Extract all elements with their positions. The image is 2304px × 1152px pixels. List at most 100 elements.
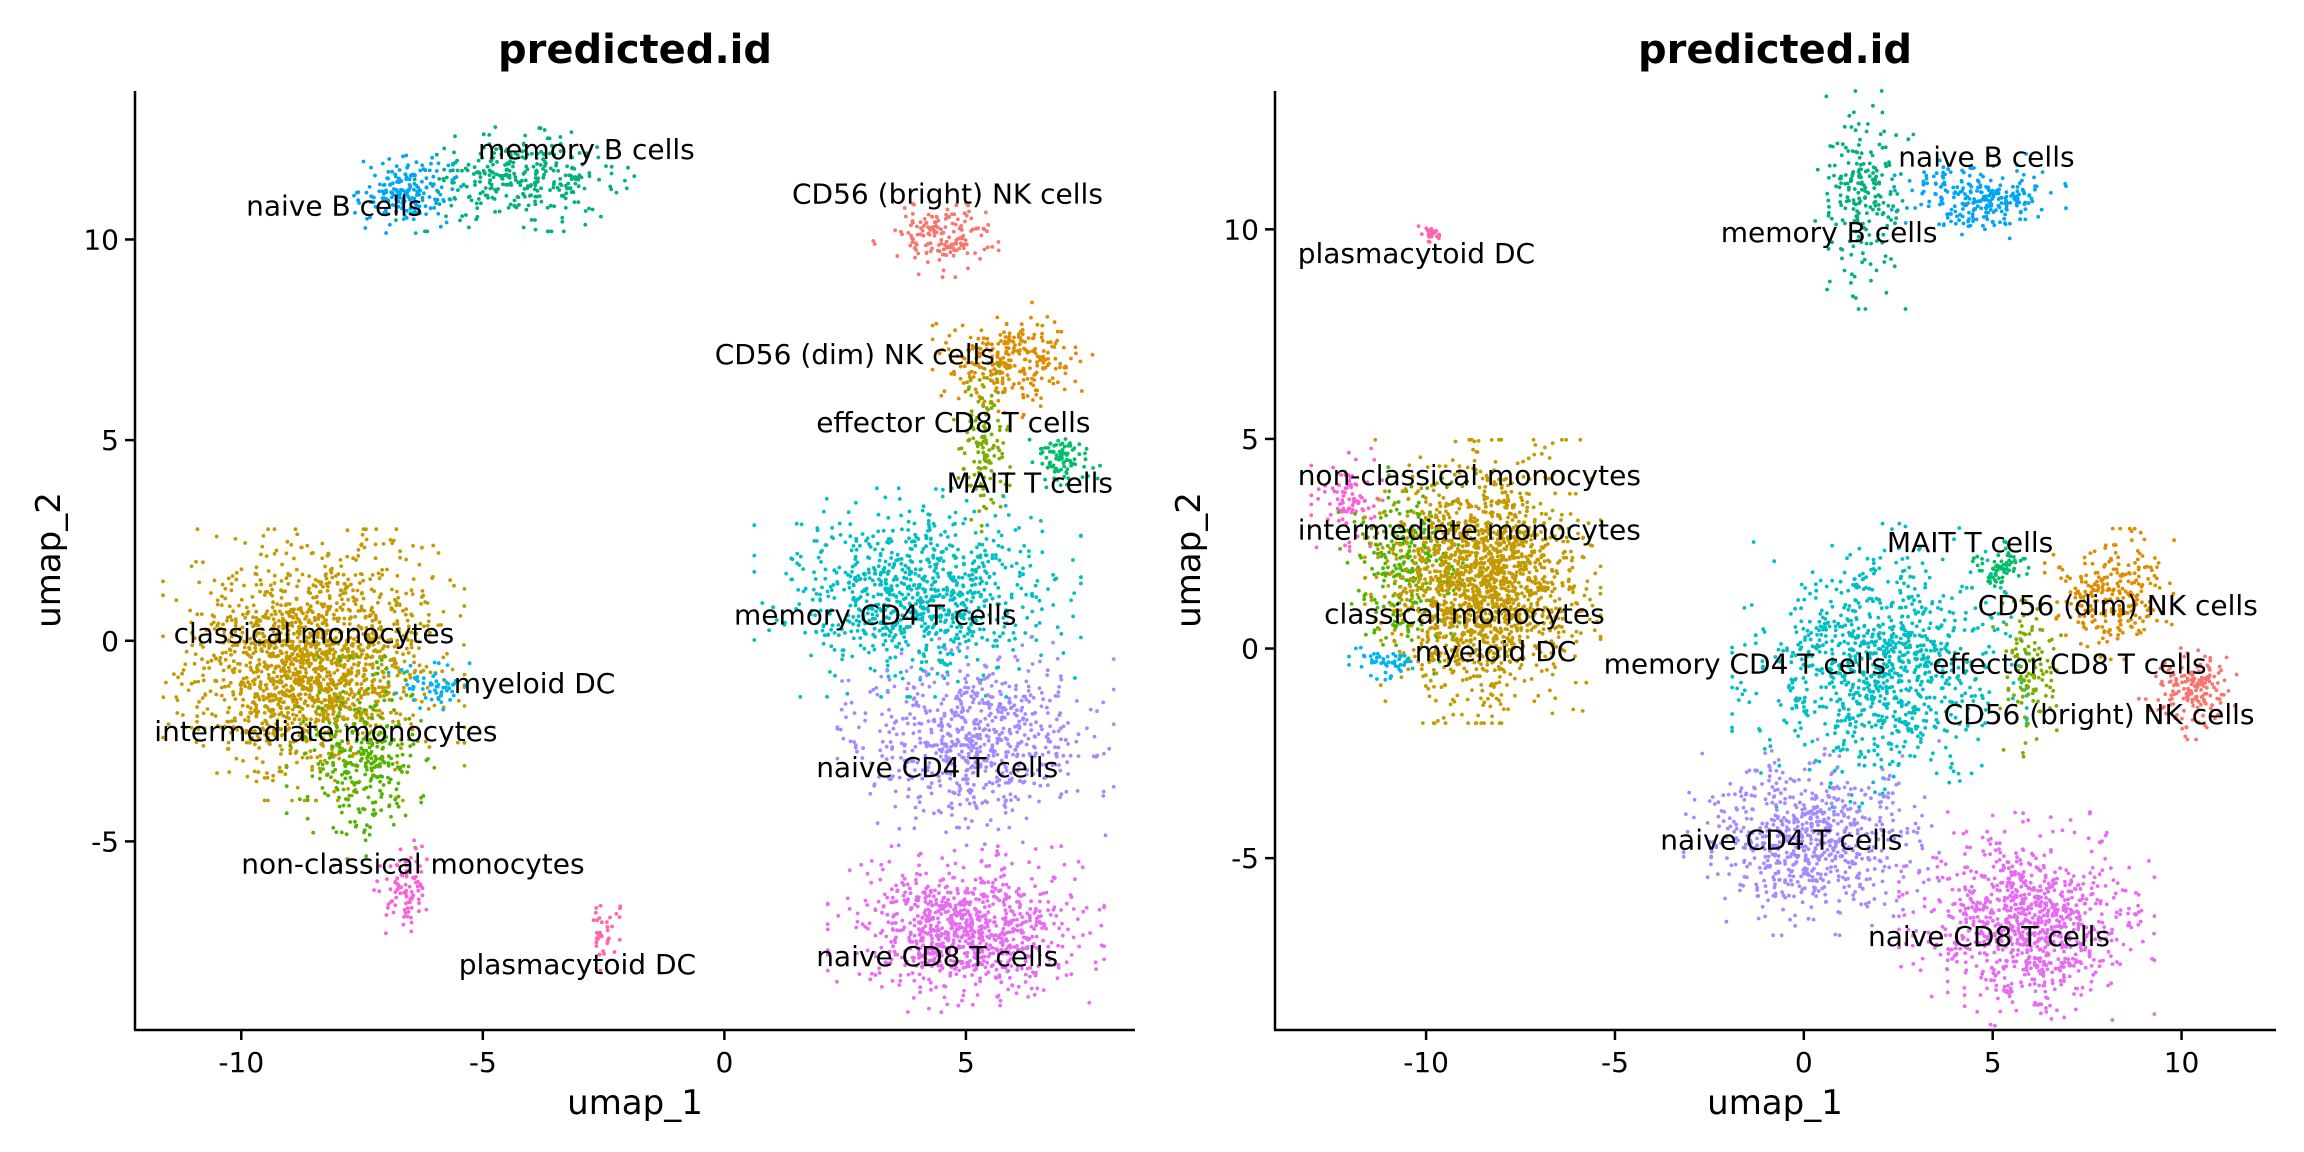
point: [348, 747, 353, 752]
point: [1022, 892, 1026, 897]
point: [546, 229, 551, 234]
point: [920, 682, 925, 687]
point: [318, 770, 323, 774]
point: [310, 768, 314, 772]
point: [383, 654, 388, 659]
point: [254, 572, 259, 577]
point: [995, 355, 1000, 359]
point: [1043, 365, 1048, 370]
point: [411, 577, 416, 581]
point: [290, 697, 295, 702]
point: [999, 360, 1004, 364]
point: [1074, 351, 1078, 356]
point: [380, 161, 385, 166]
point: [996, 390, 1000, 395]
point: [305, 798, 310, 802]
point: [297, 710, 302, 714]
point: [939, 720, 944, 725]
point: [963, 572, 967, 576]
point: [386, 902, 391, 907]
point: [420, 198, 425, 203]
point: [922, 654, 927, 659]
point: [381, 542, 386, 546]
point: [1000, 562, 1005, 567]
point: [365, 823, 369, 828]
point: [965, 251, 970, 256]
point: [951, 553, 956, 558]
point: [1066, 772, 1070, 776]
point: [397, 603, 402, 607]
point: [837, 565, 842, 570]
point: [954, 238, 959, 243]
point: [354, 823, 359, 828]
point: [232, 649, 237, 654]
point: [335, 787, 340, 792]
point: [958, 376, 963, 381]
point: [398, 549, 402, 554]
point: [333, 650, 338, 654]
point: [989, 393, 994, 398]
point: [910, 219, 915, 223]
point: [368, 784, 373, 789]
point: [1006, 358, 1011, 362]
point: [349, 666, 354, 670]
point: [450, 178, 455, 183]
point: [434, 201, 438, 206]
point: [1024, 816, 1029, 821]
point: [1046, 446, 1051, 450]
point: [583, 222, 588, 227]
point: [267, 695, 271, 699]
point: [956, 713, 961, 718]
point: [954, 203, 959, 208]
point: [877, 558, 882, 563]
point: [930, 337, 935, 342]
point: [501, 182, 505, 187]
point: [396, 190, 401, 195]
point: [577, 173, 582, 178]
point: [394, 164, 399, 169]
point: [974, 746, 979, 751]
point: [428, 683, 433, 687]
point: [329, 570, 334, 575]
point: [883, 639, 888, 643]
point: [373, 556, 378, 561]
point: [970, 578, 975, 582]
point: [195, 612, 200, 617]
point: [382, 698, 387, 703]
point: [980, 579, 984, 584]
point: [354, 781, 358, 785]
point: [363, 668, 368, 673]
point: [1030, 336, 1035, 341]
point: [974, 694, 979, 698]
point: [980, 698, 985, 702]
point: [330, 575, 335, 580]
point: [397, 176, 401, 181]
point: [905, 553, 910, 558]
point: [939, 701, 944, 706]
point: [617, 937, 622, 942]
point: [402, 213, 407, 217]
point: [307, 586, 311, 591]
point: [1107, 746, 1112, 751]
point: [614, 912, 619, 916]
point: [391, 910, 396, 915]
point: [354, 768, 359, 773]
point: [943, 743, 947, 748]
point: [520, 149, 525, 154]
point: [940, 487, 945, 492]
point: [539, 199, 544, 204]
point: [353, 692, 357, 697]
point: [987, 728, 992, 733]
point: [1032, 332, 1037, 337]
point: [599, 920, 604, 925]
point: [241, 676, 246, 681]
point: [408, 206, 413, 211]
point: [284, 656, 289, 661]
point: [885, 663, 890, 668]
point: [1079, 575, 1083, 580]
point: [400, 201, 405, 206]
point: [790, 577, 794, 582]
point: [368, 825, 372, 829]
point: [939, 393, 944, 398]
point: [288, 751, 293, 756]
